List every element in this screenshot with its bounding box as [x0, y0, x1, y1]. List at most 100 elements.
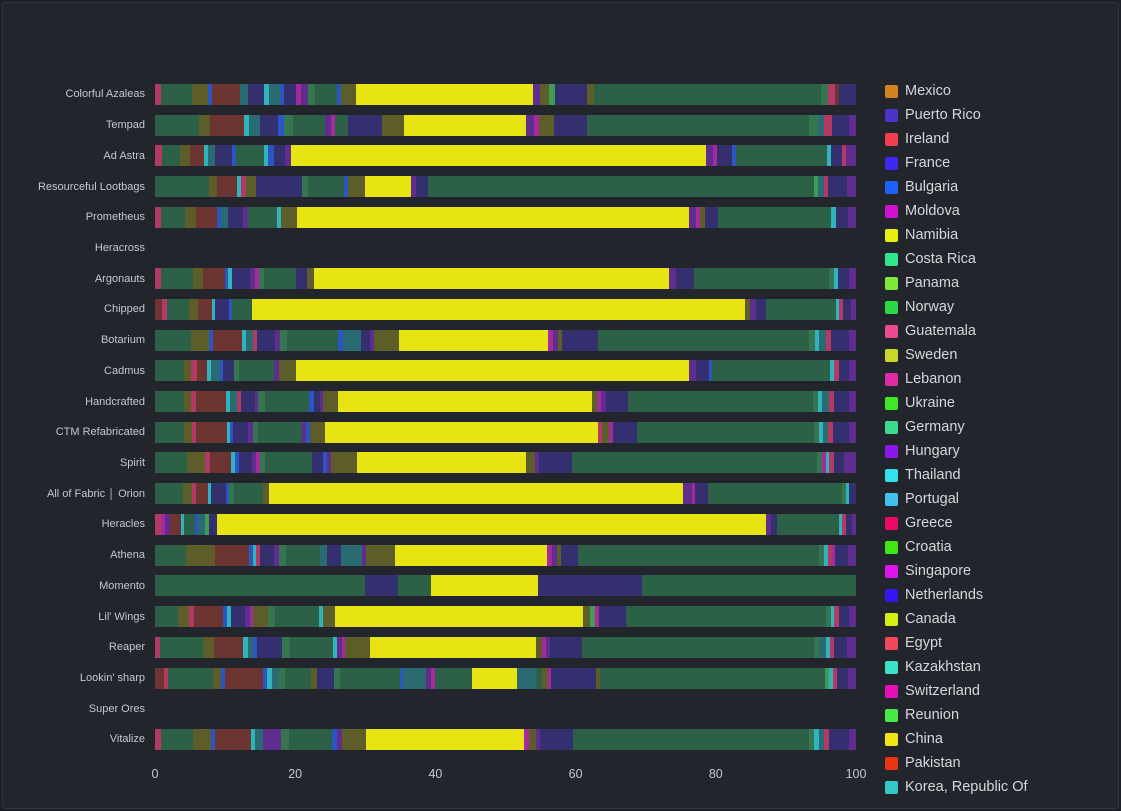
bar-segment[interactable] — [849, 421, 856, 443]
bar-segment[interactable] — [268, 483, 684, 505]
bar-segment[interactable] — [275, 329, 280, 351]
bar-segment[interactable] — [199, 114, 211, 136]
bar-segment[interactable] — [813, 391, 819, 413]
bar-segment[interactable] — [253, 606, 268, 628]
legend-item[interactable]: Costa Rica — [885, 247, 1120, 271]
bar-segment[interactable] — [257, 329, 276, 351]
bar-segment[interactable] — [226, 421, 231, 443]
bar-segment[interactable] — [249, 606, 254, 628]
bar-segment[interactable] — [333, 667, 340, 689]
bar-segment[interactable] — [831, 544, 836, 566]
bar-segment[interactable] — [828, 83, 836, 105]
bar-track[interactable] — [155, 728, 856, 750]
legend-item[interactable]: Panama — [885, 271, 1120, 295]
bar-segment[interactable] — [155, 391, 184, 413]
bar-segment[interactable] — [582, 606, 590, 628]
bar-segment[interactable] — [285, 145, 291, 167]
bar-segment[interactable] — [343, 176, 348, 198]
bar-segment[interactable] — [248, 83, 264, 105]
bar-segment[interactable] — [335, 114, 349, 136]
bar-segment[interactable] — [541, 667, 548, 689]
bar-segment[interactable] — [278, 544, 286, 566]
bar-segment[interactable] — [347, 176, 366, 198]
bar-segment[interactable] — [694, 268, 829, 290]
bar-segment[interactable] — [365, 176, 411, 198]
bar-segment[interactable] — [237, 176, 241, 198]
bar-segment[interactable] — [203, 268, 225, 290]
bar-segment[interactable] — [191, 360, 197, 382]
bar-segment[interactable] — [160, 513, 165, 535]
bar-segment[interactable] — [210, 728, 216, 750]
bar-segment[interactable] — [162, 145, 181, 167]
bar-segment[interactable] — [197, 298, 212, 320]
bar-segment[interactable] — [528, 728, 536, 750]
bar-segment[interactable] — [699, 206, 706, 228]
bar-segment[interactable] — [183, 391, 191, 413]
bar-segment[interactable] — [214, 544, 250, 566]
bar-segment[interactable] — [155, 176, 209, 198]
legend-item[interactable]: Greece — [885, 511, 1120, 535]
bar-segment[interactable] — [223, 606, 227, 628]
bar-segment[interactable] — [431, 667, 435, 689]
bar-segment[interactable] — [155, 606, 179, 628]
bar-segment[interactable] — [155, 421, 184, 443]
bar-segment[interactable] — [327, 544, 341, 566]
bar-segment[interactable] — [592, 391, 598, 413]
bar-segment[interactable] — [594, 606, 599, 628]
bar-segment[interactable] — [849, 483, 857, 505]
bar-segment[interactable] — [829, 268, 834, 290]
bar-segment[interactable] — [323, 452, 327, 474]
bar-segment[interactable] — [293, 114, 325, 136]
bar-segment[interactable] — [818, 176, 824, 198]
bar-segment[interactable] — [472, 667, 518, 689]
bar-segment[interactable] — [540, 728, 573, 750]
bar-segment[interactable] — [278, 114, 285, 136]
bar-segment[interactable] — [191, 421, 196, 443]
bar-segment[interactable] — [824, 728, 829, 750]
bar-segment[interactable] — [340, 544, 362, 566]
bar-segment[interactable] — [425, 667, 432, 689]
bar-segment[interactable] — [252, 421, 258, 443]
bar-segment[interactable] — [243, 114, 249, 136]
bar-segment[interactable] — [813, 176, 819, 198]
bar-segment[interactable] — [837, 667, 849, 689]
bar-segment[interactable] — [562, 329, 599, 351]
bar-segment[interactable] — [594, 83, 822, 105]
bar-segment[interactable] — [834, 606, 839, 628]
bar-segment[interactable] — [831, 329, 849, 351]
bar-segment[interactable] — [535, 667, 542, 689]
bar-segment[interactable] — [323, 391, 339, 413]
bar-segment[interactable] — [839, 83, 857, 105]
bar-segment[interactable] — [538, 575, 642, 597]
legend-item[interactable]: Sweden — [885, 343, 1120, 367]
bar-segment[interactable] — [848, 206, 856, 228]
bar-track[interactable] — [155, 206, 856, 228]
bar-segment[interactable] — [832, 421, 850, 443]
bar-segment[interactable] — [311, 667, 318, 689]
legend-item[interactable]: Croatia — [885, 535, 1120, 559]
bar-segment[interactable] — [847, 544, 856, 566]
bar-track[interactable] — [155, 114, 857, 136]
bar-segment[interactable] — [252, 329, 258, 351]
bar-segment[interactable] — [289, 728, 333, 750]
bar-segment[interactable] — [324, 114, 331, 136]
bar-segment[interactable] — [336, 728, 342, 750]
bar-segment[interactable] — [250, 268, 256, 290]
bar-segment[interactable] — [184, 513, 195, 535]
bar-segment[interactable] — [184, 360, 192, 382]
bar-segment[interactable] — [258, 391, 265, 413]
bar-segment[interactable] — [228, 268, 233, 290]
bar-segment[interactable] — [598, 606, 627, 628]
bar-track[interactable] — [155, 145, 856, 167]
bar-segment[interactable] — [552, 329, 558, 351]
bar-segment[interactable] — [848, 667, 856, 689]
bar-segment[interactable] — [828, 421, 833, 443]
bar-segment[interactable] — [279, 83, 284, 105]
bar-segment[interactable] — [195, 483, 209, 505]
bar-segment[interactable] — [280, 728, 290, 750]
bar-segment[interactable] — [207, 360, 212, 382]
bar-segment[interactable] — [277, 206, 282, 228]
bar-segment[interactable] — [212, 83, 241, 105]
bar-segment[interactable] — [168, 667, 214, 689]
bar-segment[interactable] — [626, 606, 827, 628]
